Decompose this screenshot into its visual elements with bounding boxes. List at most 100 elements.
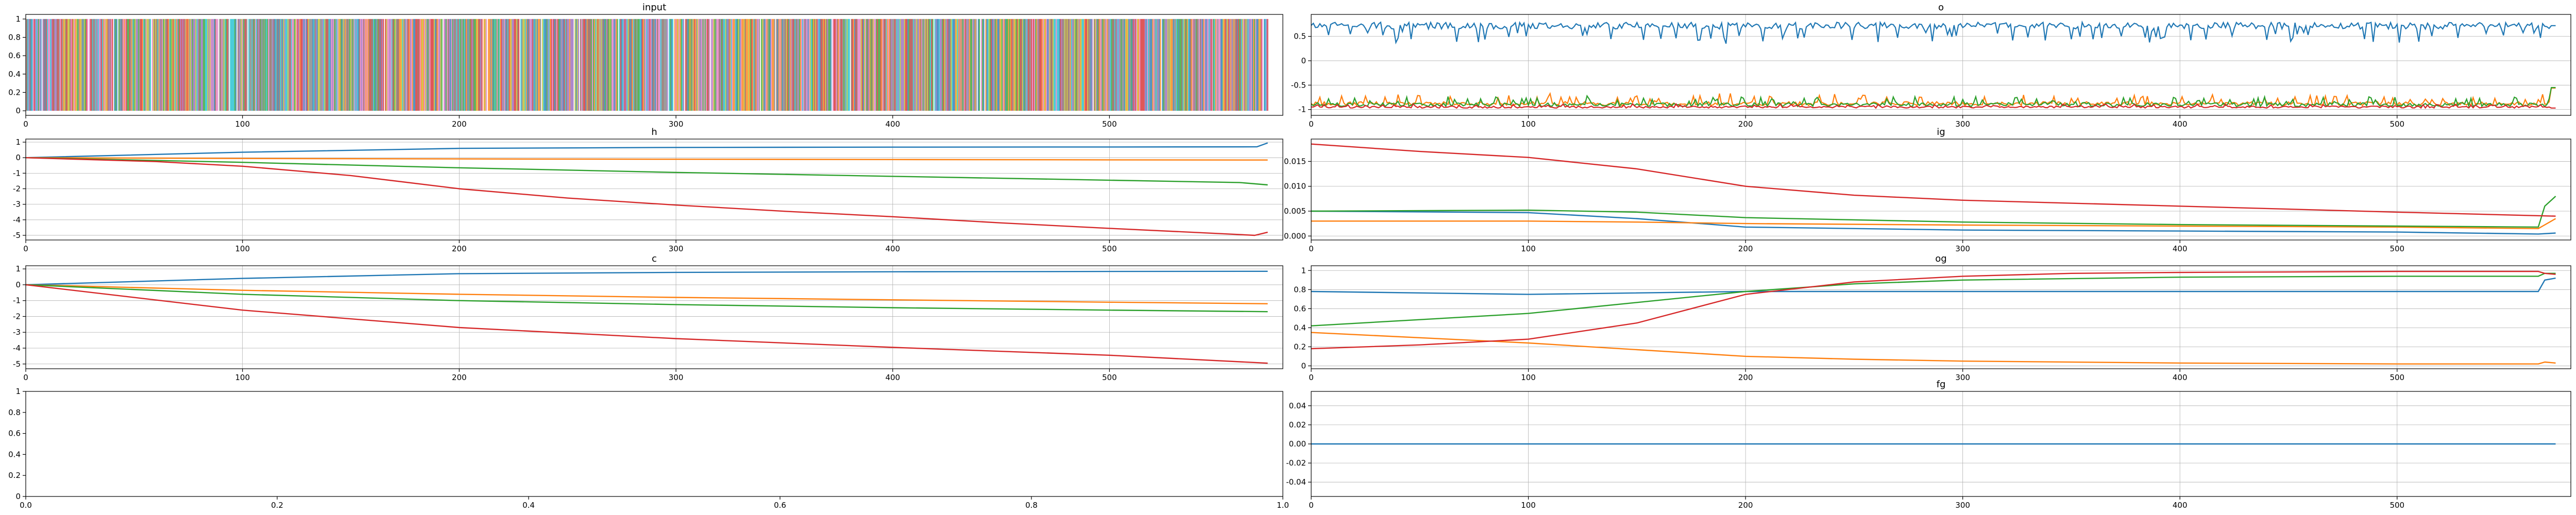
x-tick-label: 500: [1102, 373, 1117, 382]
series-line-3: [1311, 272, 2556, 327]
y-tick-label: 0.04: [1289, 401, 1306, 410]
y-tick-label: -5: [13, 359, 21, 369]
x-tick-label: 100: [1521, 373, 1536, 382]
y-tick-label: -5: [13, 231, 21, 240]
y-tick-label: -0.04: [1286, 477, 1306, 487]
x-tick-label: 0: [1309, 119, 1314, 129]
x-tick-label: 0: [23, 373, 28, 382]
x-tick-label: 400: [2173, 119, 2188, 129]
x-tick-label: 1.0: [1277, 501, 1289, 510]
axes-frame: [25, 139, 1283, 241]
x-tick-label: 500: [2389, 373, 2404, 382]
x-tick-label: 0.0: [20, 501, 32, 510]
x-tick-label: 500: [2389, 119, 2404, 129]
y-tick-label: 0.4: [1294, 323, 1306, 332]
x-tick-label: 300: [669, 373, 684, 382]
x-tick-label: 0: [23, 244, 28, 253]
plot-area: [26, 19, 1268, 111]
y-tick-label: -0.02: [1286, 458, 1306, 468]
x-tick-label: 100: [1521, 501, 1536, 510]
series-line-2: [1311, 332, 2556, 365]
y-tick-label: 0.2: [8, 471, 21, 480]
panel-title: og: [1935, 253, 1946, 264]
x-tick-label: 200: [1738, 501, 1753, 510]
y-tick-label: 0: [15, 280, 21, 289]
x-tick-label: 300: [1955, 373, 1970, 382]
panel-fg: 0 100 200 300 400 500 -0.04 -0.02 0.00 0.02 0.04 fg: [1286, 379, 2571, 510]
x-tick-label: 0: [1309, 244, 1314, 253]
x-tick-label: 0.8: [1025, 501, 1038, 510]
y-tick-label: 0.8: [1294, 285, 1306, 294]
panel-c: 0 100 200 300 400 500 -5 -4 -3 -2 -1 0 1 c: [13, 253, 1283, 382]
series-line-4: [26, 284, 1268, 364]
x-tick-label: 500: [2389, 501, 2404, 510]
panel-title: input: [642, 2, 666, 13]
axes-frame: [25, 265, 1283, 369]
series-line-4: [26, 157, 1268, 236]
plot-area: [1311, 20, 2556, 109]
y-tick-label: 1: [15, 264, 21, 273]
series-line-1: [26, 142, 1268, 159]
series-line-4: [1311, 143, 2556, 217]
panel-title: h: [651, 127, 657, 138]
y-tick-label: -2: [13, 184, 21, 193]
y-tick-label: 1: [15, 387, 21, 396]
y-tick-label: 0.2: [1294, 342, 1306, 351]
y-tick-label: -0.5: [1291, 80, 1306, 90]
panel-ig: 0 100 200 300 400 500 0.000 0.005 0.010 0.015 ig: [1284, 127, 2571, 253]
x-tick-label: 0: [1309, 373, 1314, 382]
x-tick-label: 400: [885, 244, 900, 253]
x-tick-label: 0: [23, 119, 28, 129]
series-line-3: [1311, 87, 2556, 108]
series-line-3: [26, 157, 1268, 186]
y-tick-label: 0.6: [8, 429, 21, 438]
x-tick-label: 200: [452, 373, 467, 382]
y-tick-label: -4: [13, 215, 21, 225]
x-tick-label: 0.4: [522, 501, 535, 510]
x-tick-label: 300: [1955, 244, 1970, 253]
y-tick-label: -1: [13, 168, 21, 178]
y-tick-label: 0.6: [1294, 304, 1306, 313]
axes-frame: [1311, 139, 2571, 241]
panel-empty: 0.0 0.2 0.4 0.6 0.8 1.0 0 0.2 0.4 0.6 0.8 1: [8, 387, 1289, 510]
series-line-2: [26, 284, 1268, 304]
x-tick-label: 100: [235, 373, 250, 382]
panel-title: o: [1938, 2, 1944, 13]
y-tick-label: 0: [1301, 361, 1306, 370]
y-tick-label: 0.4: [8, 70, 21, 79]
plot-area: [1311, 143, 2556, 235]
x-tick-label: 400: [2173, 501, 2188, 510]
series-line-1: [1311, 20, 2556, 45]
series-line-2: [1311, 218, 2556, 229]
y-tick-label: 0.6: [8, 51, 21, 60]
y-tick-label: 1: [15, 138, 21, 147]
panel-title: c: [652, 253, 657, 264]
x-tick-label: 200: [452, 119, 467, 129]
y-tick-label: 0: [15, 492, 21, 501]
series-line-4: [1311, 270, 2556, 350]
x-tick-label: 400: [885, 119, 900, 129]
panel-input: 0 100 200 300 400 500 0 0.2 0.4 0.6 0.8 1 input: [8, 2, 1283, 129]
plot-area: [26, 142, 1268, 236]
panel-h: 0 100 200 300 400 500 -5 -4 -3 -2 -1 0 1 h: [13, 127, 1283, 253]
x-tick-label: 100: [235, 119, 250, 129]
series-line-4: [1311, 102, 2556, 109]
x-tick-label: 200: [1738, 373, 1753, 382]
y-tick-label: 0.005: [1284, 207, 1306, 216]
y-tick-label: 0.010: [1284, 182, 1306, 191]
x-tick-label: 400: [885, 373, 900, 382]
y-tick-label: -2: [13, 312, 21, 321]
y-tick-label: 0: [1301, 56, 1306, 65]
y-tick-label: 0.015: [1284, 157, 1306, 166]
x-tick-label: 300: [669, 244, 684, 253]
axes-frame: [25, 391, 1283, 497]
y-tick-label: 0.2: [8, 88, 21, 97]
x-tick-label: 300: [1955, 501, 1970, 510]
series-line-1: [26, 270, 1268, 286]
panel-title: fg: [1937, 379, 1946, 390]
x-tick-label: 500: [2389, 244, 2404, 253]
axes-frame: [25, 14, 1283, 116]
series-line-1: [1311, 210, 2556, 235]
y-tick-label: 0.02: [1289, 420, 1306, 430]
y-tick-label: -1: [1298, 105, 1306, 114]
